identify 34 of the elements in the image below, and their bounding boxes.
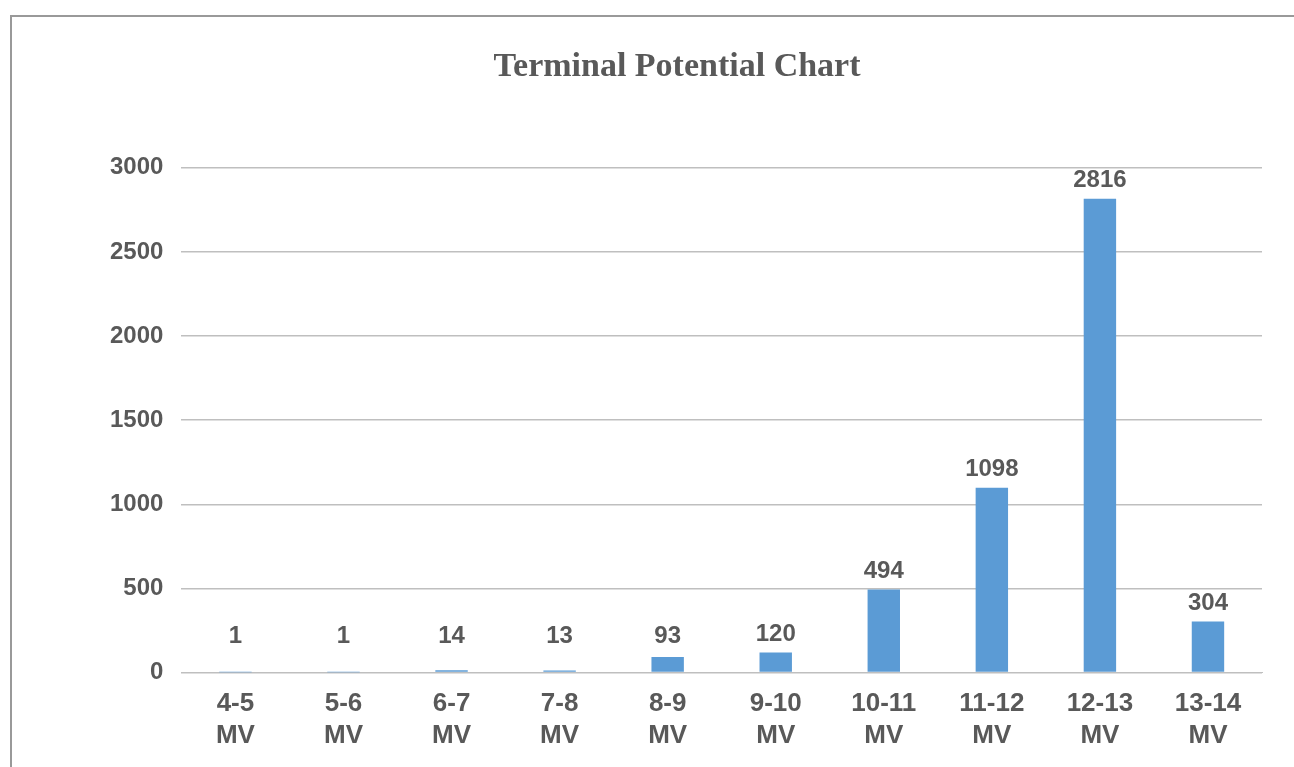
y-tick-label: 2000 [110, 320, 164, 348]
data-label: 1 [336, 621, 351, 649]
data-label: 1 [228, 621, 243, 649]
y-tick-label: 1500 [110, 404, 164, 432]
x-tick-label: 9-10 MV [749, 687, 802, 749]
x-tick-label: 5-6 MV [323, 687, 364, 749]
x-tick-label: 11-12 MV [959, 687, 1025, 749]
x-tick-label: 13-14 MV [1174, 687, 1242, 749]
bar [759, 652, 792, 672]
data-label: 494 [863, 556, 905, 584]
x-tick-label: 7-8 MV [540, 687, 580, 749]
data-label: 93 [654, 621, 682, 649]
y-tick-label: 3000 [110, 152, 164, 180]
data-label: 1098 [965, 454, 1019, 482]
x-tick-label: 12-13 MV [1066, 687, 1134, 749]
data-label: 14 [438, 621, 466, 649]
x-tick-label: 6-7 MV [432, 687, 472, 749]
y-tick-label: 2500 [110, 236, 164, 264]
x-tick-label: 10-11 MV [851, 687, 917, 749]
bar [1191, 621, 1225, 672]
chart-title: Terminal Potential Chart [493, 46, 862, 84]
y-tick-label: 1000 [110, 488, 164, 516]
y-tick-label: 0 [150, 657, 164, 685]
data-label: 304 [1187, 588, 1229, 616]
bar [1083, 198, 1117, 672]
bar [975, 487, 1009, 672]
bar [651, 656, 684, 672]
data-label: 120 [755, 619, 796, 647]
x-tick-label: 8-9 MV [648, 687, 688, 749]
y-tick-label: 500 [123, 573, 164, 601]
data-label: 13 [546, 621, 573, 649]
x-tick-label: 4-5 MV [215, 687, 256, 749]
data-label: 2816 [1073, 165, 1127, 193]
bar [867, 589, 900, 672]
